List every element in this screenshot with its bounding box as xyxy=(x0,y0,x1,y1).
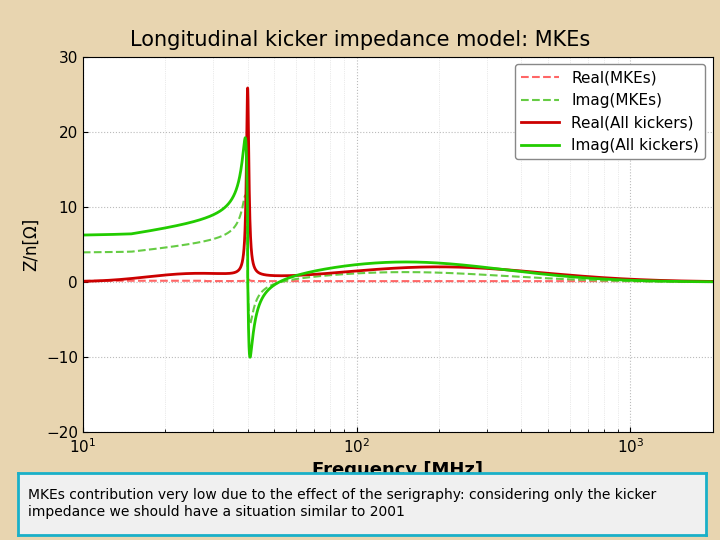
Real(All kickers) xyxy=(193,270,202,276)
X-axis label: Frequency [MHz]: Frequency [MHz] xyxy=(312,461,483,479)
Text: Longitudinal kicker impedance model: MKEs: Longitudinal kicker impedance model: MKE… xyxy=(130,30,590,50)
Real(All kickers) xyxy=(456,264,465,271)
Real(All kickers) xyxy=(243,85,252,91)
Imag(MKEs) xyxy=(78,249,87,255)
Real(All kickers) xyxy=(597,274,606,281)
Imag(All kickers) xyxy=(597,275,606,282)
Imag(All kickers) xyxy=(193,218,202,224)
Imag(MKEs) xyxy=(456,271,465,277)
Imag(MKEs) xyxy=(320,273,328,279)
Real(MKEs) xyxy=(78,278,87,284)
Imag(MKEs) xyxy=(193,239,202,246)
Real(MKEs) xyxy=(456,278,465,285)
Line: Real(MKEs): Real(MKEs) xyxy=(83,279,713,281)
Line: Imag(MKEs): Imag(MKEs) xyxy=(83,195,713,324)
Legend: Real(MKEs), Imag(MKEs), Real(All kickers), Imag(All kickers): Real(MKEs), Imag(MKEs), Real(All kickers… xyxy=(515,64,705,159)
Imag(All kickers) xyxy=(78,232,87,238)
Real(All kickers) xyxy=(708,278,717,285)
Imag(All kickers) xyxy=(320,266,328,273)
Real(MKEs) xyxy=(193,278,202,284)
Real(MKEs) xyxy=(319,278,328,285)
Real(All kickers) xyxy=(488,266,497,272)
Line: Imag(All kickers): Imag(All kickers) xyxy=(83,138,713,357)
Imag(MKEs) xyxy=(246,321,254,327)
Real(All kickers) xyxy=(319,271,328,277)
Real(All kickers) xyxy=(549,271,557,277)
Imag(MKEs) xyxy=(597,277,606,284)
Imag(All kickers) xyxy=(488,265,497,272)
Y-axis label: Z/n[Ω]: Z/n[Ω] xyxy=(22,218,40,271)
Imag(MKEs) xyxy=(549,275,557,282)
Imag(All kickers) xyxy=(241,134,250,141)
Real(MKEs) xyxy=(488,278,497,285)
Text: MKEs contribution very low due to the effect of the serigraphy: considering only: MKEs contribution very low due to the ef… xyxy=(28,489,657,518)
Imag(MKEs) xyxy=(241,192,250,199)
Real(All kickers) xyxy=(78,278,87,285)
Imag(All kickers) xyxy=(549,272,557,278)
Real(MKEs) xyxy=(243,275,252,282)
Real(MKEs) xyxy=(597,278,606,285)
Real(MKEs) xyxy=(549,278,557,285)
Real(MKEs) xyxy=(708,278,717,285)
Imag(MKEs) xyxy=(488,272,497,279)
Line: Real(All kickers): Real(All kickers) xyxy=(83,88,713,281)
Imag(All kickers) xyxy=(708,279,717,285)
Imag(All kickers) xyxy=(456,261,465,268)
Imag(MKEs) xyxy=(708,279,717,285)
Imag(All kickers) xyxy=(246,354,254,361)
